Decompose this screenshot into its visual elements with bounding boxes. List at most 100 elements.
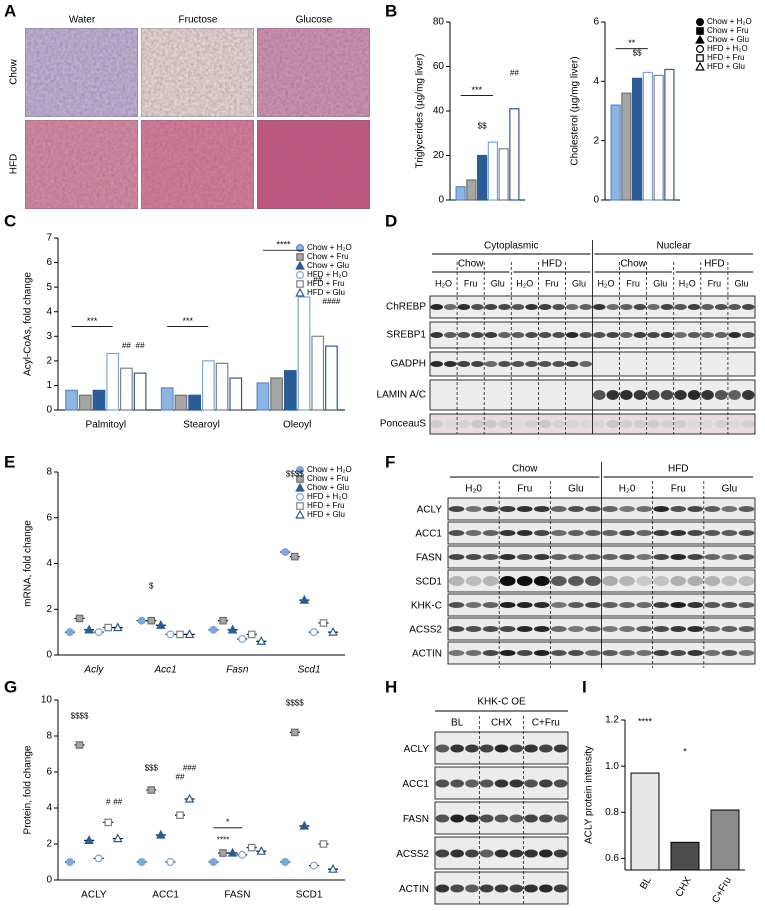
bar [642,71,653,201]
y-tick-label: 3 [46,331,52,342]
blot-band [484,420,498,428]
bar [270,377,283,411]
lane-label: Fru [517,484,532,495]
blot-band [533,554,550,560]
blot-band [499,530,516,536]
diet-label: HFD [542,259,563,270]
legend-marker [296,244,305,253]
bar [106,352,120,411]
legend-marker [295,509,305,519]
blot-band [568,530,584,536]
blot-band [465,554,482,560]
blot-band [728,390,741,400]
data-point [328,626,338,636]
blot-band [465,744,479,753]
blot-band [579,361,592,367]
x-tick-label: Scd1 [298,665,321,676]
lane-label: Glu [572,278,586,288]
y-tick-label: 0 [46,875,52,886]
blot-band [653,626,670,632]
blot-band [687,420,701,428]
histology-image [140,27,255,118]
data-point [219,849,227,857]
blot-band [538,332,552,338]
y-axis-label: mRNA, fold change [23,520,34,607]
blot-band [448,554,465,560]
y-tick-label: 4 [46,803,52,814]
bar [621,92,632,201]
data-point [75,741,84,749]
blot-band [647,390,660,400]
data-point [156,829,166,839]
data-point [209,857,218,866]
legend-label: Chow + H₂O [307,243,352,252]
blot-band [444,420,457,428]
row-label: GADPH [390,359,426,370]
column-label: Water [69,15,96,26]
data-point [147,616,156,625]
data-point [84,835,94,844]
y-tick-label: 0 [593,195,599,206]
blot-band [551,530,567,536]
y-tick-label: 0.6 [605,853,619,864]
blot-band [653,650,670,656]
blot-band [448,626,465,632]
blot-band [551,626,567,632]
blot-band [585,626,601,632]
lane-label: H₂O [435,278,452,288]
blot-band [553,779,568,788]
bar [311,335,325,411]
data-point [219,616,227,625]
row-label: FASN [416,553,442,564]
data-point [184,629,195,639]
data-point [247,630,256,639]
annotation: ## [113,798,122,807]
blot-band [714,420,728,428]
lane-label: H₂O [516,278,533,288]
blot-band [482,554,499,560]
annotation: ## [510,68,519,77]
blot-band [450,744,464,753]
blot-band [602,506,618,512]
panel-label: G [4,677,17,696]
blot-band [593,420,606,428]
blot-band [499,506,516,512]
annotation: $$$ [145,764,159,773]
blot-band [538,304,552,310]
blot-band [687,304,701,310]
blot-band [457,304,471,310]
panel-label: H [385,677,397,696]
blot-band [579,304,592,310]
blot-band [465,506,482,512]
data-point [147,786,156,794]
blot-band [721,576,738,586]
blot-band [742,420,755,428]
blot-band [499,576,516,586]
blot-band [553,849,568,858]
lane-label: Glu [491,278,505,288]
blot-band [511,332,525,338]
blot-band [606,390,620,400]
data-point [137,616,146,625]
y-tick-label: 4 [593,76,599,87]
legend-marker [296,253,304,261]
blot-band [619,530,635,536]
blot-band [579,420,592,428]
blot-band [551,650,567,656]
x-tick-label: Stearoyl [183,420,220,431]
y-tick-label: 20 [433,150,445,161]
blot-band [525,420,538,428]
data-point [256,636,267,645]
annotation: $$ [633,48,642,57]
x-tick-label: CHX [674,875,694,899]
blot-band [450,814,464,823]
legend-marker [296,280,304,288]
legend-label: HFD + H₂O [307,270,348,279]
blot-band [471,420,484,428]
blot-band [714,390,728,400]
blot-band [430,361,444,367]
blot-band [444,361,457,367]
blot-band [511,420,525,428]
bar [297,296,311,411]
blot-band [742,304,755,310]
